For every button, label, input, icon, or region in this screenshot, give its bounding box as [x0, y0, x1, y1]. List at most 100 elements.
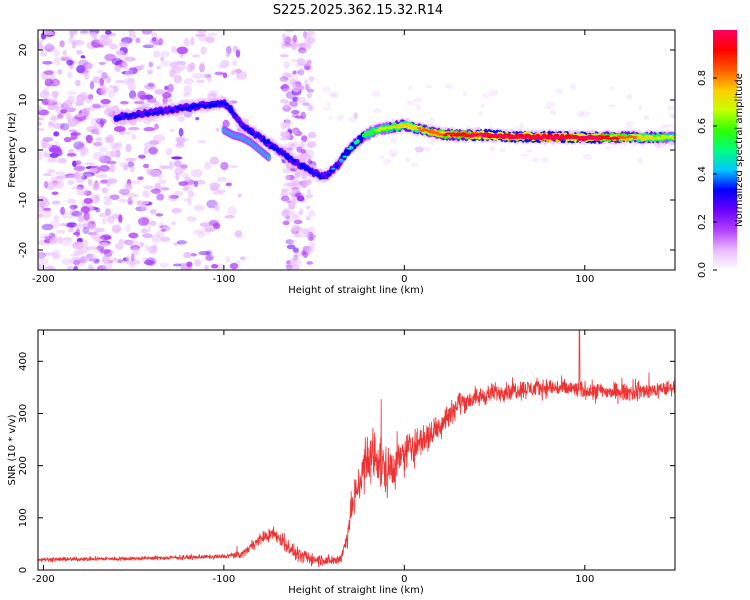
heatmap-cell — [208, 219, 219, 227]
heatmap-cell — [77, 215, 85, 223]
heatmap-cell — [195, 33, 206, 37]
heatmap-cell — [404, 157, 411, 163]
heatmap-cell — [215, 101, 221, 104]
heatmap-cell — [608, 87, 615, 91]
heatmap-cell — [158, 37, 164, 46]
heatmap-cell — [182, 186, 189, 192]
heatmap-cell — [206, 73, 212, 83]
heatmap-cell — [128, 77, 136, 84]
heatmap-cell — [290, 158, 295, 161]
heatmap-cell — [532, 134, 537, 137]
heatmap-cell — [128, 259, 141, 265]
heatmap-cell — [167, 194, 173, 200]
heatmap-cell — [64, 107, 77, 113]
heatmap-cell — [86, 246, 98, 250]
heatmap-cell — [128, 113, 133, 118]
heatmap-cell — [89, 167, 98, 174]
heatmap-cell — [183, 176, 192, 182]
heatmap-cell — [187, 190, 195, 198]
heatmap-cell — [67, 179, 75, 186]
heatmap-cell — [180, 164, 188, 169]
heatmap-cell — [130, 96, 141, 100]
heatmap-cell — [178, 127, 184, 137]
heatmap-cell — [425, 85, 433, 89]
colorbar: 0.0 0.2 0.4 0.6 0.8 Normalized spectral ampl… — [697, 30, 745, 278]
heatmap-cell — [47, 121, 54, 126]
heatmap-cell — [107, 178, 118, 184]
heatmap-cell — [131, 246, 140, 256]
heatmap-cell — [66, 59, 74, 66]
heatmap-cell — [637, 157, 644, 164]
heatmap-cell — [118, 239, 124, 245]
heatmap-cell — [191, 106, 196, 109]
heatmap-cell — [302, 41, 309, 50]
heatmap-cell — [256, 135, 261, 138]
heatmap-cell — [197, 140, 207, 144]
heatmap-cell — [664, 124, 675, 128]
heatmap-cell — [415, 104, 421, 111]
heatmap-cell — [99, 85, 105, 91]
heatmap-cell — [67, 227, 75, 233]
heatmap-cell — [62, 49, 67, 56]
heatmap-cell — [61, 258, 73, 266]
heatmap-cell — [82, 62, 93, 70]
heatmap-cell — [198, 250, 211, 256]
heatmap-cell — [489, 89, 499, 97]
heatmap-cell — [95, 132, 101, 136]
heatmap-cell — [337, 114, 344, 122]
heatmap-cell — [216, 176, 228, 182]
heatmap-cell — [655, 136, 661, 139]
heatmap-cell — [222, 101, 227, 104]
heatmap-cell — [90, 221, 95, 225]
heatmap-cell — [469, 135, 474, 138]
heatmap-cell — [298, 234, 306, 238]
heatmap-cell — [49, 152, 59, 158]
heatmap-cell — [101, 255, 111, 264]
heatmap-cell — [397, 125, 403, 128]
heatmap-cell — [293, 130, 299, 135]
heatmap-cell — [249, 131, 255, 136]
heatmap-cell — [153, 134, 166, 143]
heatmap-cell — [133, 100, 145, 105]
heatmap-cell — [46, 42, 52, 48]
heatmap-cell — [288, 156, 294, 159]
heatmap-cell — [130, 253, 135, 262]
heatmap-cell — [142, 233, 153, 239]
heatmap-cell — [112, 143, 123, 150]
heatmap-cell — [167, 83, 174, 93]
heatmap-cell — [244, 127, 250, 130]
heatmap-cell — [99, 235, 112, 240]
heatmap-cell — [127, 240, 139, 246]
heatmap-cell — [283, 104, 289, 109]
heatmap-cell — [313, 171, 318, 174]
heatmap-cell — [672, 137, 675, 140]
heatmap-cell — [531, 157, 540, 163]
heatmap-cell — [60, 222, 68, 227]
heatmap-cell — [293, 140, 298, 146]
heatmap-cell — [328, 93, 338, 99]
heatmap-cell — [625, 120, 634, 127]
heatmap-cell — [281, 211, 290, 218]
heatmap-cell — [228, 109, 234, 114]
heatmap-cell — [155, 213, 164, 217]
heatmap-cell — [128, 30, 137, 40]
heatmap-cell — [128, 192, 137, 199]
heatmap-cell — [182, 198, 189, 202]
colorbar-tick-label: 0.4 — [697, 166, 708, 182]
heatmap-cell — [120, 101, 129, 105]
heatmap-cell — [79, 108, 90, 112]
heatmap-cell — [98, 61, 107, 65]
heatmap-cell — [96, 174, 108, 178]
heatmap-cell — [152, 50, 161, 58]
heatmap-cell — [90, 117, 98, 127]
heatmap-cell — [172, 60, 183, 65]
heatmap-cell — [95, 137, 103, 142]
heatmap-cell — [173, 242, 181, 246]
heatmap-cell — [605, 135, 610, 138]
heatmap-cell — [100, 98, 111, 105]
heatmap-cell — [285, 264, 293, 270]
heatmap-cell — [84, 213, 93, 221]
heatmap-cell — [84, 72, 90, 80]
